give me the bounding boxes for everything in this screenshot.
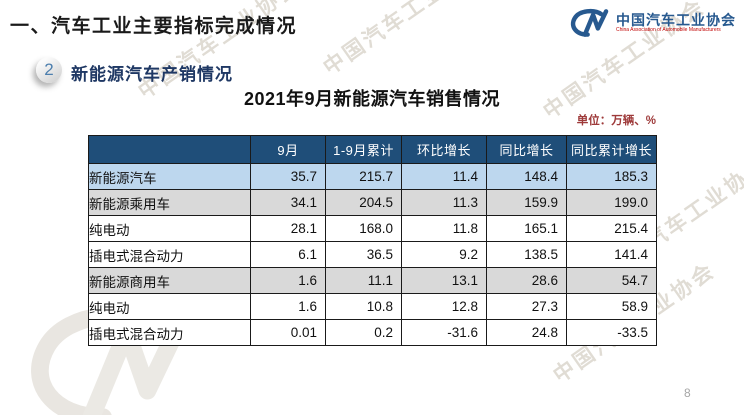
cell-value: 199.0: [566, 189, 657, 216]
table-title: 2021年9月新能源汽车销售情况: [243, 89, 501, 109]
table-row: 新能源乘用车 34.1 204.5 11.3 159.9 199.0: [88, 189, 657, 216]
cell-value: 11.4: [401, 163, 487, 190]
cell-value: 141.4: [566, 241, 657, 268]
cell-value: 13.1: [401, 267, 487, 294]
cell-value: 35.7: [250, 163, 326, 190]
cell-value: 36.5: [325, 241, 402, 268]
cell-value: 204.5: [325, 189, 402, 216]
cell-value: 138.5: [486, 241, 567, 268]
cell-value: 1.6: [250, 293, 326, 320]
watermark-text: 中国汽车工业协会: [319, 0, 490, 80]
section-heading: 新能源汽车产销情况: [71, 65, 233, 84]
row-label-column-header: [88, 135, 251, 164]
cell-value: 11.3: [401, 189, 487, 216]
cell-value: 0.01: [250, 319, 326, 346]
table-row: 新能源汽车 35.7 215.7 11.4 148.4 185.3: [88, 163, 657, 190]
cell-value: 165.1: [486, 215, 567, 242]
cell-value: 6.1: [250, 241, 326, 268]
table-row: 新能源商用车 1.6 11.1 13.1 28.6 54.7: [88, 267, 657, 294]
column-header: 环比增长: [401, 135, 487, 164]
section-number-badge: 2: [36, 57, 62, 83]
cell-value: -33.5: [566, 319, 657, 346]
table-header-row: 9月 1-9月累计 环比增长 同比增长 同比累计增长: [88, 135, 657, 164]
table-row: 纯电动 1.6 10.8 12.8 27.3 58.9: [88, 293, 657, 320]
logo-name-en: China Association of Automobile Manufact…: [616, 26, 721, 33]
cell-value: 54.7: [566, 267, 657, 294]
cell-value: 0.2: [325, 319, 402, 346]
sales-table: 9月 1-9月累计 环比增长 同比增长 同比累计增长 新能源汽车 35.7 215.7 11.…: [88, 135, 657, 346]
cell-value: -31.6: [401, 319, 487, 346]
cell-value: 1.6: [250, 267, 326, 294]
row-label: 插电式混合动力: [88, 319, 251, 346]
table-row: 插电式混合动力 6.1 36.5 9.2 138.5 141.4: [88, 241, 657, 268]
slide-title: 一、汽车工业主要指标完成情况: [10, 16, 298, 37]
page-number: 8: [684, 386, 691, 400]
logo-name-cn: 中国汽车工业协会: [616, 11, 736, 28]
cell-value: 148.4: [486, 163, 567, 190]
row-label: 新能源汽车: [88, 163, 251, 190]
column-header: 同比增长: [486, 135, 567, 164]
row-label: 纯电动: [88, 293, 251, 320]
cell-value: 168.0: [325, 215, 402, 242]
cell-value: 11.1: [325, 267, 402, 294]
column-header: 1-9月累计: [325, 135, 402, 164]
row-label: 纯电动: [88, 215, 251, 242]
logo-text: 中国汽车工业协会 China Association of Automobile…: [616, 11, 736, 34]
cell-value: 159.9: [486, 189, 567, 216]
cell-value: 12.8: [401, 293, 487, 320]
cell-value: 58.9: [566, 293, 657, 320]
column-header: 同比累计增长: [566, 135, 657, 164]
cell-value: 11.8: [401, 215, 487, 242]
caam-monogram-icon: [570, 8, 609, 37]
row-label: 新能源乘用车: [88, 189, 251, 216]
section-number: 2: [44, 60, 54, 79]
cell-value: 34.1: [250, 189, 326, 216]
cell-value: 9.2: [401, 241, 487, 268]
cell-value: 28.1: [250, 215, 326, 242]
cell-value: 215.4: [566, 215, 657, 242]
table-row: 纯电动 28.1 168.0 11.8 165.1 215.4: [88, 215, 657, 242]
cell-value: 28.6: [486, 267, 567, 294]
cell-value: 10.8: [325, 293, 402, 320]
table-row: 插电式混合动力 0.01 0.2 -31.6 24.8 -33.5: [88, 319, 657, 346]
unit-label: 单位：万辆、%: [576, 115, 656, 127]
cell-value: 185.3: [566, 163, 657, 190]
cell-value: 27.3: [486, 293, 567, 320]
caam-logo: 中国汽车工业协会 China Association of Automobile…: [567, 8, 736, 38]
row-label: 新能源商用车: [88, 267, 251, 294]
cell-value: 215.7: [325, 163, 402, 190]
row-label: 插电式混合动力: [88, 241, 251, 268]
cell-value: 24.8: [486, 319, 567, 346]
column-header: 9月: [250, 135, 326, 164]
